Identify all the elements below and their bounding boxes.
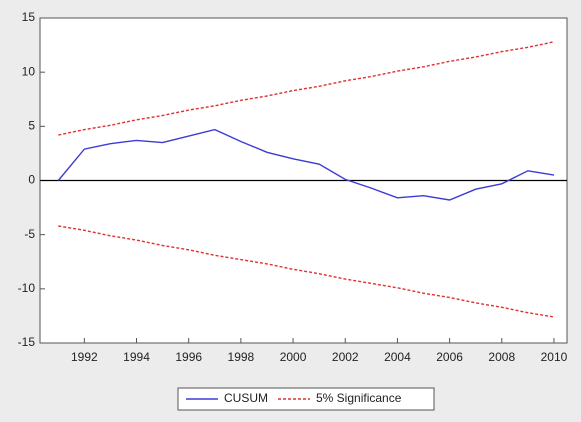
x-tick-label: 1996 — [175, 350, 202, 364]
y-tick-label: 5 — [28, 119, 35, 133]
legend-label: 5% Significance — [316, 391, 402, 405]
x-tick-label: 1994 — [123, 350, 150, 364]
series-line — [57, 128, 555, 201]
x-tick-label: 2010 — [541, 350, 568, 364]
x-tick-label: 1998 — [228, 350, 255, 364]
legend-label: CUSUM — [224, 391, 268, 405]
x-tick-label: 1992 — [71, 350, 98, 364]
x-tick-label: 2008 — [488, 350, 515, 364]
series-line — [58, 225, 555, 318]
y-tick-label: 10 — [22, 64, 36, 78]
y-tick-label: -5 — [24, 227, 35, 241]
series-line — [58, 41, 555, 136]
y-tick-label: 0 — [28, 173, 35, 187]
x-tick-label: 2000 — [280, 350, 307, 364]
y-tick-label: -15 — [18, 335, 36, 349]
y-tick-label: 15 — [22, 10, 36, 24]
x-tick-label: 2002 — [332, 350, 359, 364]
y-tick-label: -10 — [18, 281, 36, 295]
x-tick-label: 2004 — [384, 350, 411, 364]
x-tick-label: 2006 — [436, 350, 463, 364]
